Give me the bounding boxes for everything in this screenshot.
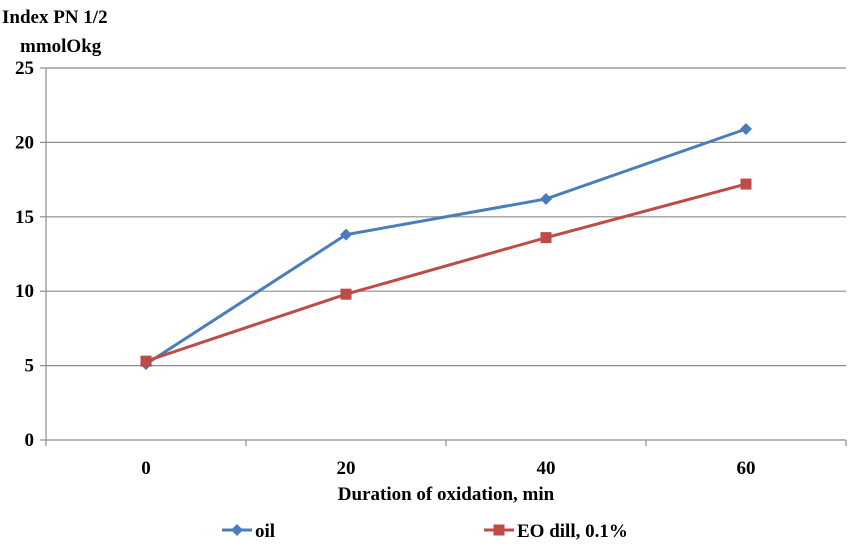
data-point-eo-dill-60	[740, 178, 752, 190]
x-tick-labels: 0 20 40 60	[141, 458, 755, 479]
data-point-oil-60	[740, 123, 752, 136]
y-axis-label-line1: Index PN 1/2	[2, 7, 108, 28]
data-point-oil-20	[340, 228, 352, 241]
x-tick-label-20: 20	[337, 458, 356, 479]
legend-marker-oil	[231, 524, 243, 536]
y-tick-label-25: 25	[15, 58, 34, 79]
y-tick-label-15: 15	[15, 207, 34, 228]
data-point-oil-40	[540, 192, 552, 205]
data-point-eo-dill-20	[340, 288, 352, 300]
y-tick-label-20: 20	[15, 132, 34, 153]
y-axis-label-line2: mmolOkg	[20, 36, 102, 57]
axes	[40, 67, 847, 446]
y-tick-label-5: 5	[25, 356, 35, 377]
x-tick-label-0: 0	[141, 458, 151, 479]
x-tick-label-60: 60	[737, 458, 756, 479]
series-line-eo-dill	[145, 182, 747, 363]
x-tick-label-40: 40	[537, 458, 556, 479]
legend: oil EO dill, 0.1%	[222, 521, 628, 542]
data-point-eo-dill-0	[140, 355, 152, 367]
y-tick-labels: 0 5 10 15 20 25	[15, 58, 34, 451]
legend-label-oil: oil	[255, 521, 275, 542]
series-line-oil	[145, 127, 747, 366]
legend-label-eo-dill: EO dill, 0.1%	[517, 521, 628, 542]
y-tick-label-10: 10	[15, 281, 34, 302]
legend-marker-eo-dill	[493, 524, 505, 536]
data-point-eo-dill-40	[540, 232, 552, 244]
y-tick-label-0: 0	[25, 430, 35, 451]
x-axis-label: Duration of oxidation, min	[338, 484, 555, 505]
series-group	[140, 123, 752, 371]
